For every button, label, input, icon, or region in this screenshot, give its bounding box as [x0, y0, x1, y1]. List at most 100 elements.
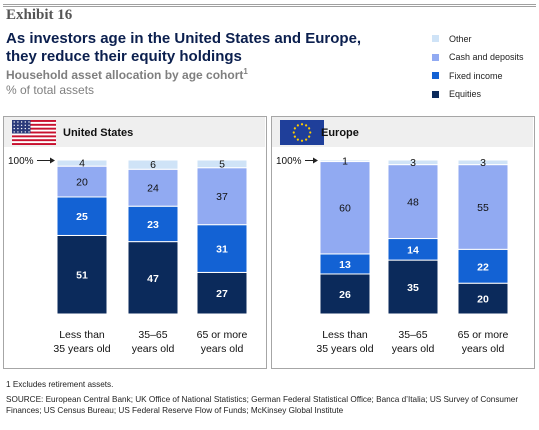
- subtitle-footnote-mark: 1: [243, 67, 248, 76]
- data-label: 60: [339, 203, 351, 215]
- flag-star: [24, 121, 26, 123]
- legend-swatch: [432, 35, 439, 42]
- legend-item-other: Other: [432, 33, 524, 44]
- panel-title: Europe: [321, 127, 359, 139]
- legend-label: Fixed income: [449, 70, 503, 81]
- data-label: 25: [76, 211, 88, 223]
- bar-segment-other: [56, 159, 108, 167]
- chart-title: As investors age in the United States an…: [6, 30, 362, 65]
- flag-star: [292, 131, 295, 134]
- panel-title: United States: [63, 127, 133, 139]
- us-chart: United States 100% 51 25 20 4 Less than 35 year…: [4, 117, 265, 355]
- reference-label: 100%: [8, 156, 34, 167]
- exhibit-label: Exhibit 16: [6, 7, 73, 23]
- bar-segment-fixed-income: [127, 205, 179, 243]
- flag-star: [28, 124, 30, 127]
- category-label: 35–65: [398, 329, 427, 341]
- legend: Other Cash and deposits Fixed income Equiti…: [432, 33, 524, 107]
- flag-star: [20, 127, 23, 130]
- flag-star: [13, 124, 15, 127]
- data-label: 37: [216, 191, 228, 203]
- legend-label: Equities: [449, 89, 482, 99]
- flag-star: [296, 138, 299, 141]
- data-label: 20: [477, 294, 489, 306]
- reference-arrowhead: [50, 157, 55, 164]
- legend-swatch: [432, 53, 439, 61]
- category-label: years old: [132, 343, 175, 355]
- data-label: 27: [216, 288, 228, 300]
- flag-stripe: [12, 123, 56, 126]
- data-label: 14: [407, 244, 419, 256]
- data-label: 3: [480, 157, 486, 169]
- flag-star: [305, 138, 308, 141]
- flag-star: [24, 131, 26, 133]
- flag-canton: [12, 120, 31, 134]
- data-label: 24: [147, 183, 159, 195]
- bar-segment-cash-and-deposits: [127, 168, 179, 207]
- legend-swatch: [432, 72, 439, 79]
- data-label: 23: [147, 219, 159, 231]
- bar-segment-cash-and-deposits: [56, 165, 108, 198]
- bar-segment-equities: [56, 234, 108, 315]
- flag-stripe: [12, 135, 56, 138]
- category-label: years old: [392, 343, 435, 355]
- bar-segment-equities: [457, 282, 509, 315]
- bar-segment-equities: [387, 259, 439, 315]
- data-label: 13: [339, 259, 351, 271]
- chart-subtitle: Household asset allocation by age cohort…: [6, 67, 248, 82]
- bar-segment-other: [457, 159, 509, 166]
- us-flag-icon: [12, 120, 56, 145]
- flag-star: [13, 121, 15, 123]
- data-label: 22: [477, 261, 489, 273]
- data-label: 20: [76, 177, 88, 189]
- legend-swatch: [432, 90, 439, 98]
- reference-arrowhead: [313, 157, 318, 164]
- flag-star: [17, 124, 19, 127]
- bar-segment-other: [319, 159, 371, 163]
- category-label: 65 or more: [458, 329, 509, 341]
- top-rule: [3, 4, 536, 5]
- category-label: Less than: [322, 329, 368, 341]
- bar-segment-other: [127, 159, 179, 170]
- flag-star: [296, 124, 299, 127]
- data-label: 4: [79, 158, 85, 170]
- flag-star: [24, 127, 26, 130]
- flag-stripe: [12, 143, 56, 145]
- flag-star: [300, 123, 304, 126]
- category-label: 65 or more: [197, 329, 248, 341]
- bar-segment-other: [196, 159, 248, 169]
- flag-star: [293, 127, 296, 130]
- data-label: 31: [216, 244, 228, 256]
- flag-star: [305, 124, 308, 127]
- data-label: 48: [407, 197, 419, 209]
- flag-star: [17, 131, 19, 133]
- flag-star: [17, 121, 19, 123]
- data-label: 35: [407, 282, 419, 294]
- legend-item-equities: Equities: [432, 89, 524, 100]
- data-label: 47: [147, 273, 159, 285]
- category-label: years old: [201, 343, 244, 355]
- flag-star: [28, 121, 30, 123]
- flag-star: [24, 124, 26, 127]
- footnote: 1 Excludes retirement assets.: [6, 380, 114, 389]
- bar-segment-equities: [127, 241, 179, 315]
- flag-star: [293, 135, 296, 138]
- data-label: 55: [477, 202, 489, 214]
- flag-stripe: [12, 120, 56, 122]
- data-label: 51: [76, 270, 88, 282]
- data-label: 6: [150, 159, 156, 171]
- unit-label: % of total assets: [6, 83, 95, 97]
- data-label: 26: [339, 289, 351, 301]
- bar-segment-cash-and-deposits: [319, 161, 371, 255]
- bar-segment-fixed-income: [457, 248, 509, 284]
- flag-star: [300, 139, 304, 142]
- category-label: years old: [462, 343, 505, 355]
- flag-star: [28, 127, 30, 130]
- bar-segment-equities: [196, 271, 248, 315]
- flag-star: [28, 131, 30, 133]
- bar-segment-cash-and-deposits: [387, 164, 439, 240]
- category-label: 35 years old: [53, 343, 110, 355]
- flag-star: [17, 127, 19, 130]
